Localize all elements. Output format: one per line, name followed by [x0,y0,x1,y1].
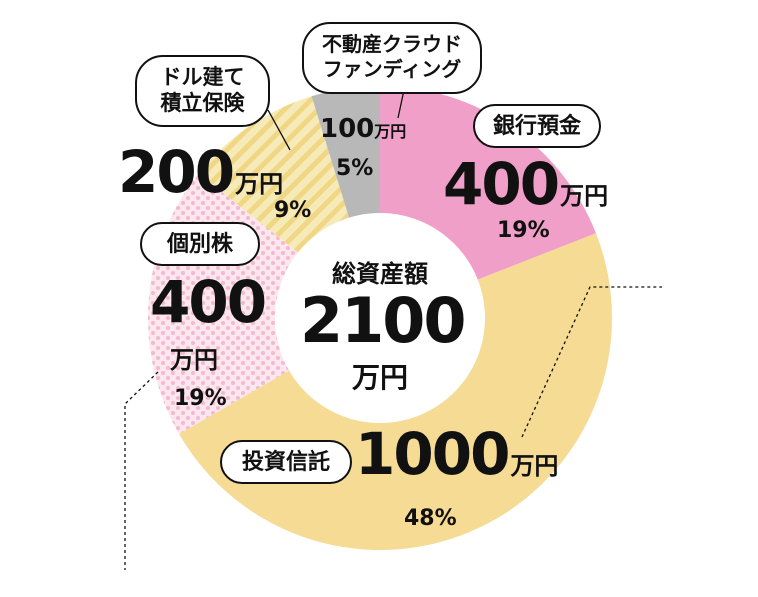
value-dollar-insurance: 200万円 [118,138,283,206]
value-unit: 万円 [510,452,559,480]
label-dollar-insurance: ドル建て 積立保険 [135,55,270,127]
value-unit: 万円 [235,170,284,198]
percent-individual-stocks: 19% [174,386,227,411]
label-line-1: 不動産クラウド [322,32,462,56]
label-real-estate-crowdfunding: 不動産クラウド ファンディング [302,22,482,94]
center-title: 総資産額 [332,260,428,288]
center-total-unit: 万円 [351,361,408,394]
value-number: 200 [118,138,235,206]
value-bank-deposit: 400万円 [443,150,608,218]
value-investment-trust: 1000万円 [355,420,558,488]
leader-line-dollar [267,109,291,151]
leader-line-stocks [124,371,159,570]
leader-line-investment [521,286,662,438]
percent-dollar-insurance: 9% [274,198,312,223]
value-number: 1000 [355,420,510,488]
value-number: 100 [320,114,375,144]
value-real-estate-crowdfunding: 100万円 [320,114,406,144]
value-number: 400 [443,150,560,218]
center-total-value: 2100 [300,284,467,357]
percent-investment-trust: 48% [404,506,457,531]
label-investment-trust: 投資信託 [220,440,352,484]
label-individual-stocks: 個別株 [140,222,260,266]
percent-real-estate-crowdfunding: 5% [336,156,374,181]
unit-individual-stocks: 万円 [170,346,218,374]
label-line-2: 積立保険 [160,91,245,116]
label-line-1: ドル建て [160,65,245,89]
value-unit: 万円 [560,182,609,210]
label-line-2: ファンディング [322,57,462,81]
value-individual-stocks: 400 [150,268,267,336]
value-unit: 万円 [374,122,407,141]
donut-hole [275,213,485,423]
value-number: 400 [150,268,267,336]
percent-bank-deposit: 19% [497,218,550,243]
leader-line-realestate [397,89,405,119]
label-bank-deposit: 銀行預金 [473,104,601,148]
